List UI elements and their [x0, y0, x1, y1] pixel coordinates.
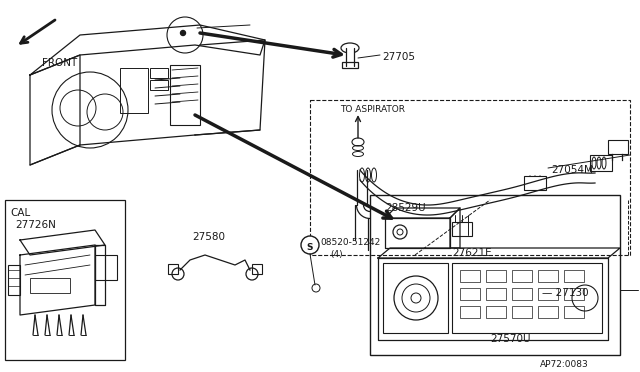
Bar: [170, 65, 200, 125]
Bar: [310, 100, 630, 255]
Bar: [460, 288, 480, 300]
Bar: [564, 306, 584, 318]
Bar: [608, 140, 628, 154]
Bar: [8, 265, 20, 295]
Bar: [346, 48, 354, 66]
Bar: [512, 306, 532, 318]
Bar: [538, 270, 558, 282]
Bar: [538, 306, 558, 318]
Text: FRONT: FRONT: [42, 58, 77, 68]
Bar: [524, 176, 546, 190]
Bar: [452, 222, 472, 236]
Bar: [95, 255, 117, 280]
Bar: [486, 306, 506, 318]
Bar: [150, 80, 168, 90]
Bar: [168, 264, 178, 274]
Text: TO ASPIRATOR: TO ASPIRATOR: [340, 105, 405, 114]
Bar: [120, 68, 148, 113]
Text: CAL: CAL: [10, 208, 30, 218]
Text: 27054M: 27054M: [551, 165, 593, 175]
Text: — 27130: — 27130: [542, 288, 589, 298]
Text: AP72:0083: AP72:0083: [540, 360, 589, 369]
Text: 28529U: 28529U: [385, 203, 426, 213]
Text: 27570U: 27570U: [490, 334, 531, 344]
Bar: [512, 288, 532, 300]
Bar: [486, 270, 506, 282]
Text: 27705: 27705: [382, 52, 415, 62]
Bar: [512, 270, 532, 282]
Bar: [486, 288, 506, 300]
Circle shape: [301, 236, 319, 254]
Circle shape: [180, 31, 186, 35]
Bar: [342, 62, 358, 68]
Bar: [5, 200, 125, 360]
Text: S: S: [307, 244, 313, 253]
Bar: [460, 306, 480, 318]
Bar: [564, 270, 584, 282]
Bar: [452, 263, 602, 333]
Text: 27726N: 27726N: [15, 220, 56, 230]
Bar: [30, 278, 70, 293]
Text: 08520-51242: 08520-51242: [320, 238, 380, 247]
Bar: [460, 270, 480, 282]
Bar: [538, 288, 558, 300]
Text: 27621E: 27621E: [452, 248, 492, 258]
Bar: [564, 288, 584, 300]
Text: (4): (4): [330, 250, 342, 259]
Text: 27580: 27580: [192, 232, 225, 242]
Bar: [150, 68, 168, 78]
Bar: [590, 155, 612, 171]
Bar: [252, 264, 262, 274]
Ellipse shape: [341, 43, 359, 53]
Bar: [370, 195, 620, 355]
Bar: [383, 263, 448, 333]
